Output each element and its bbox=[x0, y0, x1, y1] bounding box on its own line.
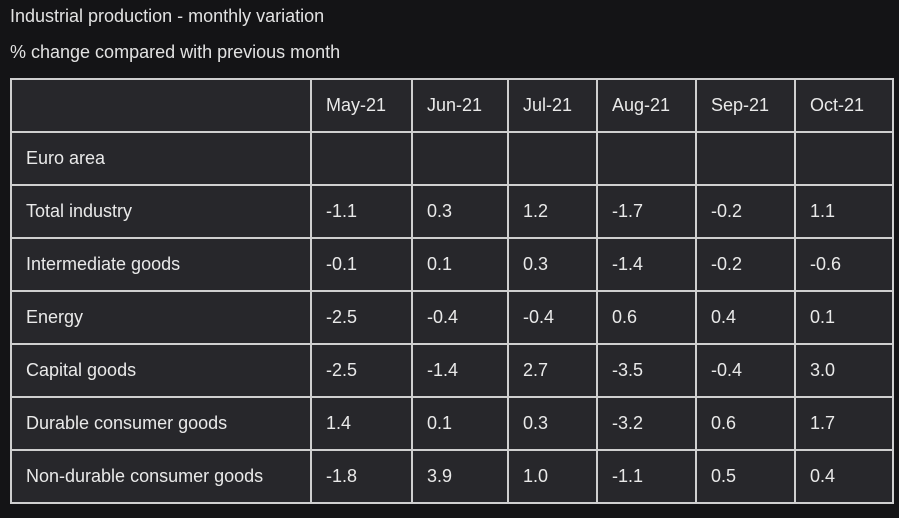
table-cell: 0.3 bbox=[507, 396, 598, 451]
table-cell: -0.6 bbox=[794, 237, 894, 292]
header-cell-jun-21: Jun-21 bbox=[411, 78, 509, 133]
table-cell: -1.4 bbox=[411, 343, 509, 398]
table-cell: 0.6 bbox=[596, 290, 697, 345]
table-cell: -2.5 bbox=[310, 343, 413, 398]
table-cell: 1.2 bbox=[507, 184, 598, 239]
table-cell: 0.5 bbox=[695, 449, 796, 504]
table-cell: 2.7 bbox=[507, 343, 598, 398]
table-cell: 1.0 bbox=[507, 449, 598, 504]
table-cell: -0.4 bbox=[507, 290, 598, 345]
table-cell: -0.2 bbox=[695, 184, 796, 239]
table-cell: -0.1 bbox=[310, 237, 413, 292]
table-title: Industrial production - monthly variatio… bbox=[10, 6, 325, 26]
table-row: Non-durable consumer goods -1.8 3.9 1.0 … bbox=[10, 449, 894, 504]
table-cell: -1.4 bbox=[596, 237, 697, 292]
table-cell: 0.3 bbox=[507, 237, 598, 292]
table-cell: 3.9 bbox=[411, 449, 509, 504]
table-cell: 1.7 bbox=[794, 396, 894, 451]
row-label: Non-durable consumer goods bbox=[10, 449, 312, 504]
table-cell: 0.1 bbox=[411, 237, 509, 292]
table-cell: -0.2 bbox=[695, 237, 796, 292]
table-cell: -3.2 bbox=[596, 396, 697, 451]
table-subtitle: % change compared with previous month bbox=[10, 42, 341, 62]
row-label: Durable consumer goods bbox=[10, 396, 312, 451]
table-cell bbox=[411, 131, 509, 186]
table-cell: -3.5 bbox=[596, 343, 697, 398]
header-cell-aug-21: Aug-21 bbox=[596, 78, 697, 133]
header-cell-oct-21: Oct-21 bbox=[794, 78, 894, 133]
table-cell bbox=[596, 131, 697, 186]
table-row: Euro area bbox=[10, 131, 894, 186]
table-cell: 0.4 bbox=[695, 290, 796, 345]
table-cell: -2.5 bbox=[310, 290, 413, 345]
row-label: Energy bbox=[10, 290, 312, 345]
row-label: Euro area bbox=[10, 131, 312, 186]
table-row: Energy -2.5 -0.4 -0.4 0.6 0.4 0.1 bbox=[10, 290, 894, 345]
table-row: Total industry -1.1 0.3 1.2 -1.7 -0.2 1.… bbox=[10, 184, 894, 239]
table-cell bbox=[794, 131, 894, 186]
table-cell: -1.7 bbox=[596, 184, 697, 239]
table-cell: -1.1 bbox=[596, 449, 697, 504]
table-cell: 0.4 bbox=[794, 449, 894, 504]
table-cell bbox=[507, 131, 598, 186]
row-label: Total industry bbox=[10, 184, 312, 239]
table-cell: 0.1 bbox=[794, 290, 894, 345]
header-cell-may-21: May-21 bbox=[310, 78, 413, 133]
table-cell: -1.1 bbox=[310, 184, 413, 239]
row-label: Intermediate goods bbox=[10, 237, 312, 292]
header-row: May-21 Jun-21 Jul-21 Aug-21 Sep-21 Oct-2… bbox=[10, 78, 894, 133]
table-row: Intermediate goods -0.1 0.1 0.3 -1.4 -0.… bbox=[10, 237, 894, 292]
table-cell bbox=[310, 131, 413, 186]
header-cell-sep-21: Sep-21 bbox=[695, 78, 796, 133]
table-cell bbox=[695, 131, 796, 186]
header-cell-jul-21: Jul-21 bbox=[507, 78, 598, 133]
table-cell: -0.4 bbox=[695, 343, 796, 398]
table-row: Durable consumer goods 1.4 0.1 0.3 -3.2 … bbox=[10, 396, 894, 451]
table-cell: 0.3 bbox=[411, 184, 509, 239]
table-cell: 1.1 bbox=[794, 184, 894, 239]
table-cell: -1.8 bbox=[310, 449, 413, 504]
table-cell: 3.0 bbox=[794, 343, 894, 398]
table-cell: 0.6 bbox=[695, 396, 796, 451]
table-cell: 1.4 bbox=[310, 396, 413, 451]
table-cell: 0.1 bbox=[411, 396, 509, 451]
table-cell: -0.4 bbox=[411, 290, 509, 345]
header-cell-corner bbox=[10, 78, 312, 133]
industrial-production-table: May-21 Jun-21 Jul-21 Aug-21 Sep-21 Oct-2… bbox=[10, 78, 894, 504]
row-label: Capital goods bbox=[10, 343, 312, 398]
table-row: Capital goods -2.5 -1.4 2.7 -3.5 -0.4 3.… bbox=[10, 343, 894, 398]
